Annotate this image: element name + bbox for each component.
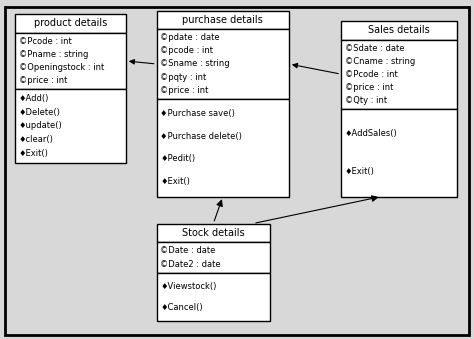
Bar: [156, 99, 289, 197]
Text: ©Sname : string: ©Sname : string: [160, 60, 230, 68]
Bar: [156, 29, 289, 99]
Text: ©Date : date: ©Date : date: [160, 246, 216, 255]
Bar: [156, 273, 270, 321]
Text: ♦Viewstock(): ♦Viewstock(): [160, 282, 217, 291]
Bar: [15, 14, 126, 33]
Text: ©Pcode : int: ©Pcode : int: [18, 37, 72, 46]
Text: ©Cname : string: ©Cname : string: [345, 57, 415, 65]
Text: purchase details: purchase details: [182, 15, 263, 25]
Bar: [341, 40, 457, 109]
Text: ©pdate : date: ©pdate : date: [160, 33, 220, 42]
Text: Stock details: Stock details: [182, 228, 245, 238]
Text: product details: product details: [34, 19, 107, 28]
Text: ♦Delete(): ♦Delete(): [18, 107, 61, 117]
Text: Sales details: Sales details: [368, 25, 430, 35]
Text: ♦Exit(): ♦Exit(): [345, 167, 374, 176]
Text: ♦Cancel(): ♦Cancel(): [160, 303, 203, 312]
Text: ©Date2 : date: ©Date2 : date: [160, 260, 221, 268]
Text: ♦Exit(): ♦Exit(): [18, 149, 48, 158]
Text: ♦Pedit(): ♦Pedit(): [160, 155, 196, 163]
Text: ♦update(): ♦update(): [18, 121, 63, 131]
Bar: [15, 33, 126, 89]
Text: ♦Exit(): ♦Exit(): [160, 177, 191, 186]
Text: ♦clear(): ♦clear(): [18, 135, 54, 144]
Bar: [341, 21, 457, 40]
Text: ♦Purchase save(): ♦Purchase save(): [160, 109, 235, 118]
Text: ©pqty : int: ©pqty : int: [160, 73, 207, 82]
Bar: [156, 11, 289, 29]
Text: ©Qty : int: ©Qty : int: [345, 96, 387, 105]
Text: ©Sdate : date: ©Sdate : date: [345, 43, 404, 53]
Text: ©pcode : int: ©pcode : int: [160, 46, 213, 56]
Text: ©price : int: ©price : int: [160, 86, 209, 95]
Bar: [15, 89, 126, 163]
Text: ©price : int: ©price : int: [345, 83, 393, 92]
Text: ♦AddSales(): ♦AddSales(): [345, 129, 398, 138]
Bar: [156, 242, 270, 273]
Bar: [341, 109, 457, 197]
Text: ©price : int: ©price : int: [18, 76, 67, 85]
Bar: [156, 223, 270, 242]
Text: ©Pname : string: ©Pname : string: [18, 50, 88, 59]
Text: ©Openingstock : int: ©Openingstock : int: [18, 63, 104, 72]
Text: ♦Purchase delete(): ♦Purchase delete(): [160, 132, 242, 141]
Text: ♦Add(): ♦Add(): [18, 94, 49, 103]
Text: ©Pcode : int: ©Pcode : int: [345, 69, 398, 79]
